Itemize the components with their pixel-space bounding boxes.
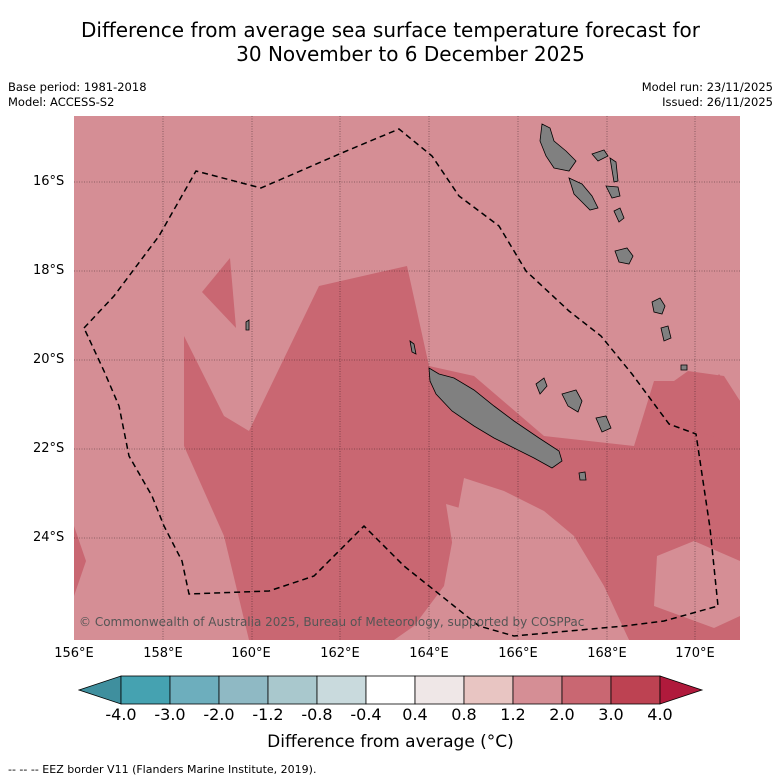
colorbar-tick-label: -4.0 (105, 705, 137, 724)
colorbar-label: Difference from average (°C) (267, 732, 514, 752)
colorbar (78, 675, 704, 705)
land-vanuatu-pentecost (609, 157, 619, 183)
colorbar-cell (120, 675, 171, 705)
chart-title: Difference from average sea surface temp… (0, 18, 781, 66)
colorbar-cell (218, 675, 269, 705)
lon-label-164e: 164°E (409, 646, 449, 661)
lon-label-156e: 156°E (54, 646, 94, 661)
land-new-caledonia (428, 367, 563, 469)
cool-anomaly-patch-south (446, 504, 629, 640)
colorbar-cells (78, 675, 704, 705)
lon-label-166e: 166°E (498, 646, 538, 661)
sst-anomaly-map (74, 116, 740, 640)
warm-anomaly-zone (184, 266, 740, 640)
model-name: Model: ACCESS-S2 (8, 95, 115, 109)
colorbar-tick-label: 1.2 (500, 705, 526, 724)
land-vanuatu-ambrym (605, 185, 621, 199)
land-vanuatu-tanna (660, 325, 672, 342)
meta-left: Base period: 1981-2018 Model: ACCESS-S2 (8, 80, 147, 110)
colorbar-tick-label: 2.0 (549, 705, 575, 724)
colorbar-tick-label: 0.4 (402, 705, 428, 724)
copyright-notice: © Commonwealth of Australia 2025, Bureau… (79, 615, 585, 629)
colorbar-cell (610, 675, 661, 705)
colorbar-tick-label: 0.8 (451, 705, 477, 724)
title-line-2: 30 November to 6 December 2025 (236, 42, 585, 66)
land-vanuatu-malekula (568, 177, 599, 211)
colorbar-tick-label: 3.0 (598, 705, 624, 724)
colorbar-tick-label: -2.0 (203, 705, 235, 724)
colorbar-cell (561, 675, 612, 705)
land-belep-islet (409, 340, 417, 355)
model-run: Model run: 23/11/2025 (641, 80, 773, 94)
colorbar-cell (169, 675, 220, 705)
land-vanuatu-efate (614, 247, 634, 265)
lon-label-170e: 170°E (675, 646, 715, 661)
colorbar-extend-low (78, 675, 122, 705)
colorbar-tick-label: -3.0 (154, 705, 186, 724)
colorbar-extend-high (659, 675, 704, 705)
title-line-1: Difference from average sea surface temp… (80, 18, 700, 42)
colorbar-tick-label: 4.0 (647, 705, 673, 724)
lat-label-22s: 22°S (33, 441, 65, 456)
land-loyalty-ouvea (535, 377, 548, 395)
colorbar-tick-label: -1.2 (252, 705, 284, 724)
land-loyalty-mare (595, 415, 612, 433)
lat-label-24s: 24°S (33, 530, 65, 545)
warm-anomaly-patch (202, 258, 236, 328)
eez-border (83, 128, 719, 637)
lon-label-162e: 162°E (320, 646, 360, 661)
issued-date: Issued: 26/11/2025 (662, 95, 773, 109)
land (245, 123, 688, 481)
lat-label-18s: 18°S (33, 263, 65, 278)
land-loyalty-lifou (561, 389, 583, 413)
lat-label-20s: 20°S (33, 352, 65, 367)
warm-anomaly-east (684, 374, 740, 446)
land-vanuatu-erromango (651, 297, 666, 315)
land-isle-of-pines (578, 471, 587, 481)
cool-anomaly-patch-southeast (654, 541, 740, 628)
eez-legend-footer: -- -- -- EEZ border V11 (Flanders Marine… (8, 763, 317, 776)
colorbar-cell (414, 675, 465, 705)
lon-label-158e: 158°E (143, 646, 183, 661)
colorbar-cell (267, 675, 318, 705)
land-vanuatu-epi (613, 207, 625, 223)
land-chesterfield-islet (245, 319, 250, 331)
lat-label-16s: 16°S (33, 174, 65, 189)
land-vanuatu-espiritu-santo (539, 123, 577, 172)
colorbar-tick-label: -0.4 (350, 705, 382, 724)
land-matthew-islet (680, 364, 688, 371)
colorbar-cell (463, 675, 514, 705)
base-period: Base period: 1981-2018 (8, 80, 147, 94)
land-vanuatu-ambae (591, 149, 609, 162)
lon-label-160e: 160°E (231, 646, 271, 661)
colorbar-tick-label: -0.8 (301, 705, 333, 724)
colorbar-cell (512, 675, 563, 705)
colorbar-cell (365, 675, 416, 705)
colorbar-cell (316, 675, 367, 705)
warm-anomaly-west (74, 526, 86, 596)
graticule (74, 116, 740, 640)
lon-label-168e: 168°E (587, 646, 627, 661)
meta-right: Model run: 23/11/2025 Issued: 26/11/2025 (642, 80, 773, 110)
